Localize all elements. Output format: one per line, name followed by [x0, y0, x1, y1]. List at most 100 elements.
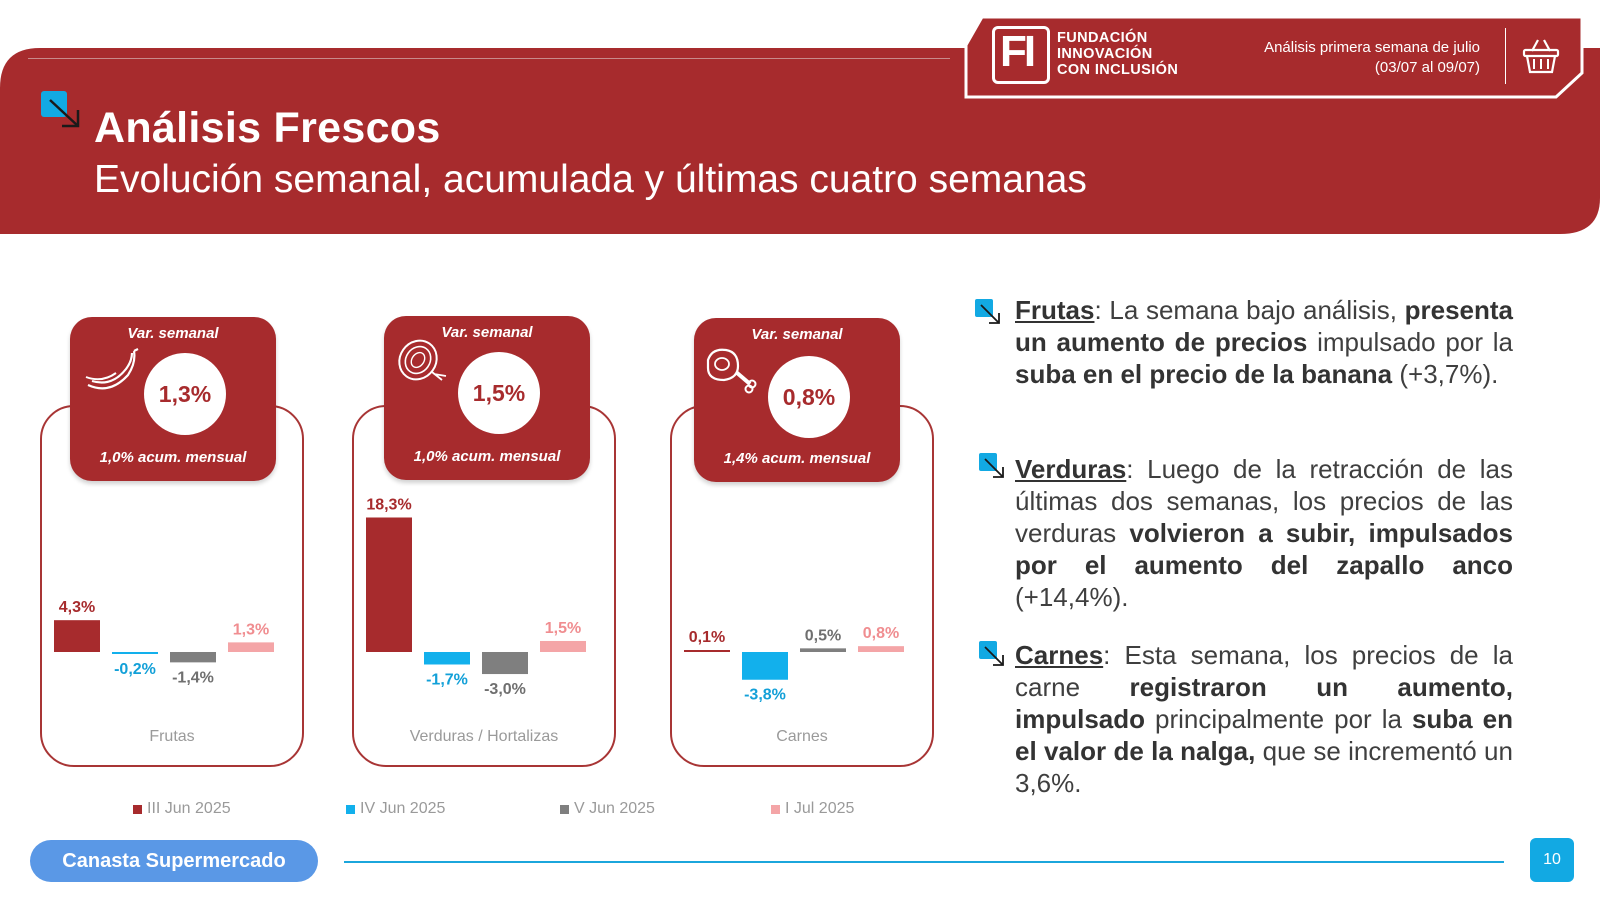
org-logo-letters: FI: [1000, 27, 1036, 76]
org-name-line-3: CON INCLUSIÓN: [1057, 62, 1179, 78]
legend-swatch: [560, 804, 569, 814]
weekly-variation-value: 1,3%: [144, 353, 226, 435]
bullet-text: impulsado por la: [1307, 327, 1514, 357]
header-info-shape: [964, 15, 1584, 99]
weekly-variation-card: Var. semanal 0,8% 1,4% acum. mensual: [694, 318, 900, 482]
data-label: 1,5%: [545, 620, 581, 637]
bullet-heading: Carnes: [1015, 640, 1104, 670]
banana-icon: [85, 348, 139, 390]
data-label: 4,3%: [59, 599, 95, 616]
bar-iii-jun-2025: [54, 620, 100, 652]
monthly-accumulated: 1,0% acum. mensual: [99, 449, 247, 466]
week-label: Análisis primera semana de julio (03/07 …: [1264, 38, 1480, 78]
bullet-emphasis: suba en el precio de la banana: [1015, 359, 1393, 389]
basket-icon: [1522, 39, 1560, 74]
data-label: 18,3%: [366, 496, 411, 513]
panel-verduras: Var. semanal 1,5% 1,0% acum. mensual 18,…: [352, 300, 632, 770]
bar-i-jul-2025: [858, 646, 904, 652]
bullet-text: : La semana bajo análisis,: [1094, 295, 1405, 325]
legend-label: V Jun 2025: [574, 800, 655, 817]
var-card-title: Var. semanal: [751, 326, 843, 343]
bar-chart: 0,1% -3,8% 0,5% 0,8%: [684, 625, 904, 704]
bar-iv-jun-2025: [424, 652, 470, 665]
bar-v-jun-2025: [482, 652, 528, 675]
bullet-heading: Verduras: [1015, 454, 1127, 484]
bar-i-jul-2025: [540, 640, 586, 652]
data-label: 0,1%: [689, 629, 725, 646]
header-rule: [28, 58, 950, 59]
bar-iv-jun-2025: [112, 652, 158, 654]
week-label-line-2: (03/07 al 09/07): [1374, 59, 1480, 76]
bullet-text: principalmente por la: [1145, 704, 1412, 734]
legend-swatch: [771, 804, 780, 814]
org-name: FUNDACIÓN INNOVACIÓN CON INCLUSIÓN: [1057, 30, 1178, 78]
monthly-accumulated: 1,0% acum. mensual: [413, 448, 561, 465]
page-subtitle: Evolución semanal, acumulada y últimas c…: [94, 158, 1087, 201]
onion-icon: [398, 339, 447, 381]
bullet-text: : Esta semana, los precios de la carne: [1015, 640, 1513, 702]
bullet-text: (+3,7%).: [1392, 359, 1499, 389]
data-label: -3,0%: [484, 681, 526, 698]
analysis-carnes: Carnes: Esta semana, los precios de la c…: [1015, 639, 1513, 799]
legend-item-2: IV Jun 2025: [346, 800, 445, 818]
bar-iv-jun-2025: [742, 652, 788, 680]
bullet-emphasis: registraron un aumento, impulsado: [1015, 672, 1513, 734]
section-label: Canasta Supermercado: [30, 840, 318, 882]
var-card-title: Var. semanal: [127, 325, 219, 342]
analysis-verduras: Verduras: Luego de la retracción de las …: [1015, 453, 1513, 613]
bar-chart: 4,3% -0,2% -1,4% 1,3%: [54, 599, 274, 686]
data-label: -0,2%: [114, 661, 156, 678]
org-name-line-1: FUNDACIÓN: [1057, 30, 1148, 46]
monthly-accumulated: 1,4% acum. mensual: [723, 450, 871, 467]
bullet-text: : Luego de la retracción de las últimas …: [1015, 454, 1513, 548]
bullet-heading: Frutas: [1015, 295, 1095, 325]
legend-item-3: V Jun 2025: [560, 800, 655, 818]
data-label: 0,8%: [863, 625, 899, 642]
bar-chart: 18,3% -1,7% -3,0% 1,5%: [366, 496, 586, 698]
var-card-title: Var. semanal: [441, 324, 533, 341]
bullet-arrow-icon: [975, 299, 1000, 324]
week-label-line-1: Análisis primera semana de julio: [1264, 39, 1480, 56]
header-divider: [1505, 28, 1506, 84]
legend-item-1: III Jun 2025: [133, 800, 231, 818]
bar-iii-jun-2025: [684, 650, 730, 652]
legend-label: IV Jun 2025: [360, 800, 446, 817]
page-title: Análisis Frescos: [94, 104, 441, 152]
bullet-text: (+14,4%).: [1015, 582, 1129, 612]
legend-label: I Jul 2025: [785, 800, 855, 817]
org-name-line-2: INNOVACIÓN: [1057, 46, 1153, 62]
org-logo: [992, 26, 1050, 84]
meat-icon: [706, 348, 757, 394]
footer-rule: [344, 861, 1504, 863]
bar-iii-jun-2025: [366, 517, 412, 652]
weekly-variation-card: Var. semanal 1,5% 1,0% acum. mensual: [384, 316, 590, 480]
legend-item-4: I Jul 2025: [771, 800, 854, 818]
bullet-arrow-icon: [979, 641, 1004, 666]
data-label: -3,8%: [744, 687, 786, 704]
bullet-emphasis: volvieron a subir, impulsados por el aum…: [1015, 518, 1513, 580]
legend-label: III Jun 2025: [147, 800, 231, 817]
data-label: 1,3%: [233, 621, 269, 638]
data-label: 0,5%: [805, 627, 841, 644]
bullet-emphasis: presenta un aumento de precios: [1015, 295, 1513, 357]
header-info-box: [960, 15, 1590, 99]
data-label: -1,7%: [426, 671, 468, 688]
legend-swatch: [346, 804, 355, 814]
weekly-variation-value: 1,5%: [458, 352, 540, 434]
legend-swatch: [133, 804, 142, 814]
category-label: Verduras / Hortalizas: [409, 728, 559, 745]
category-label: Carnes: [776, 728, 828, 745]
data-label: -1,4%: [172, 669, 214, 686]
page-number: 10: [1530, 838, 1574, 882]
panel-carnes: Var. semanal 0,8% 1,4% acum. mensual 0,1…: [670, 300, 950, 770]
weekly-variation-card: Var. semanal 1,3% 1,0% acum. mensual: [70, 317, 276, 481]
title-arrow-icon: [41, 91, 80, 128]
weekly-variation-value: 0,8%: [768, 356, 850, 438]
bullet-text: que se incrementó un 3,6%.: [1015, 736, 1513, 798]
category-label: Frutas: [149, 728, 195, 745]
bullet-emphasis: suba en el valor de la nalga,: [1015, 704, 1513, 766]
bar-v-jun-2025: [170, 652, 216, 663]
bullet-arrow-icon: [979, 453, 1004, 478]
bar-i-jul-2025: [228, 642, 274, 652]
bar-v-jun-2025: [800, 648, 846, 652]
